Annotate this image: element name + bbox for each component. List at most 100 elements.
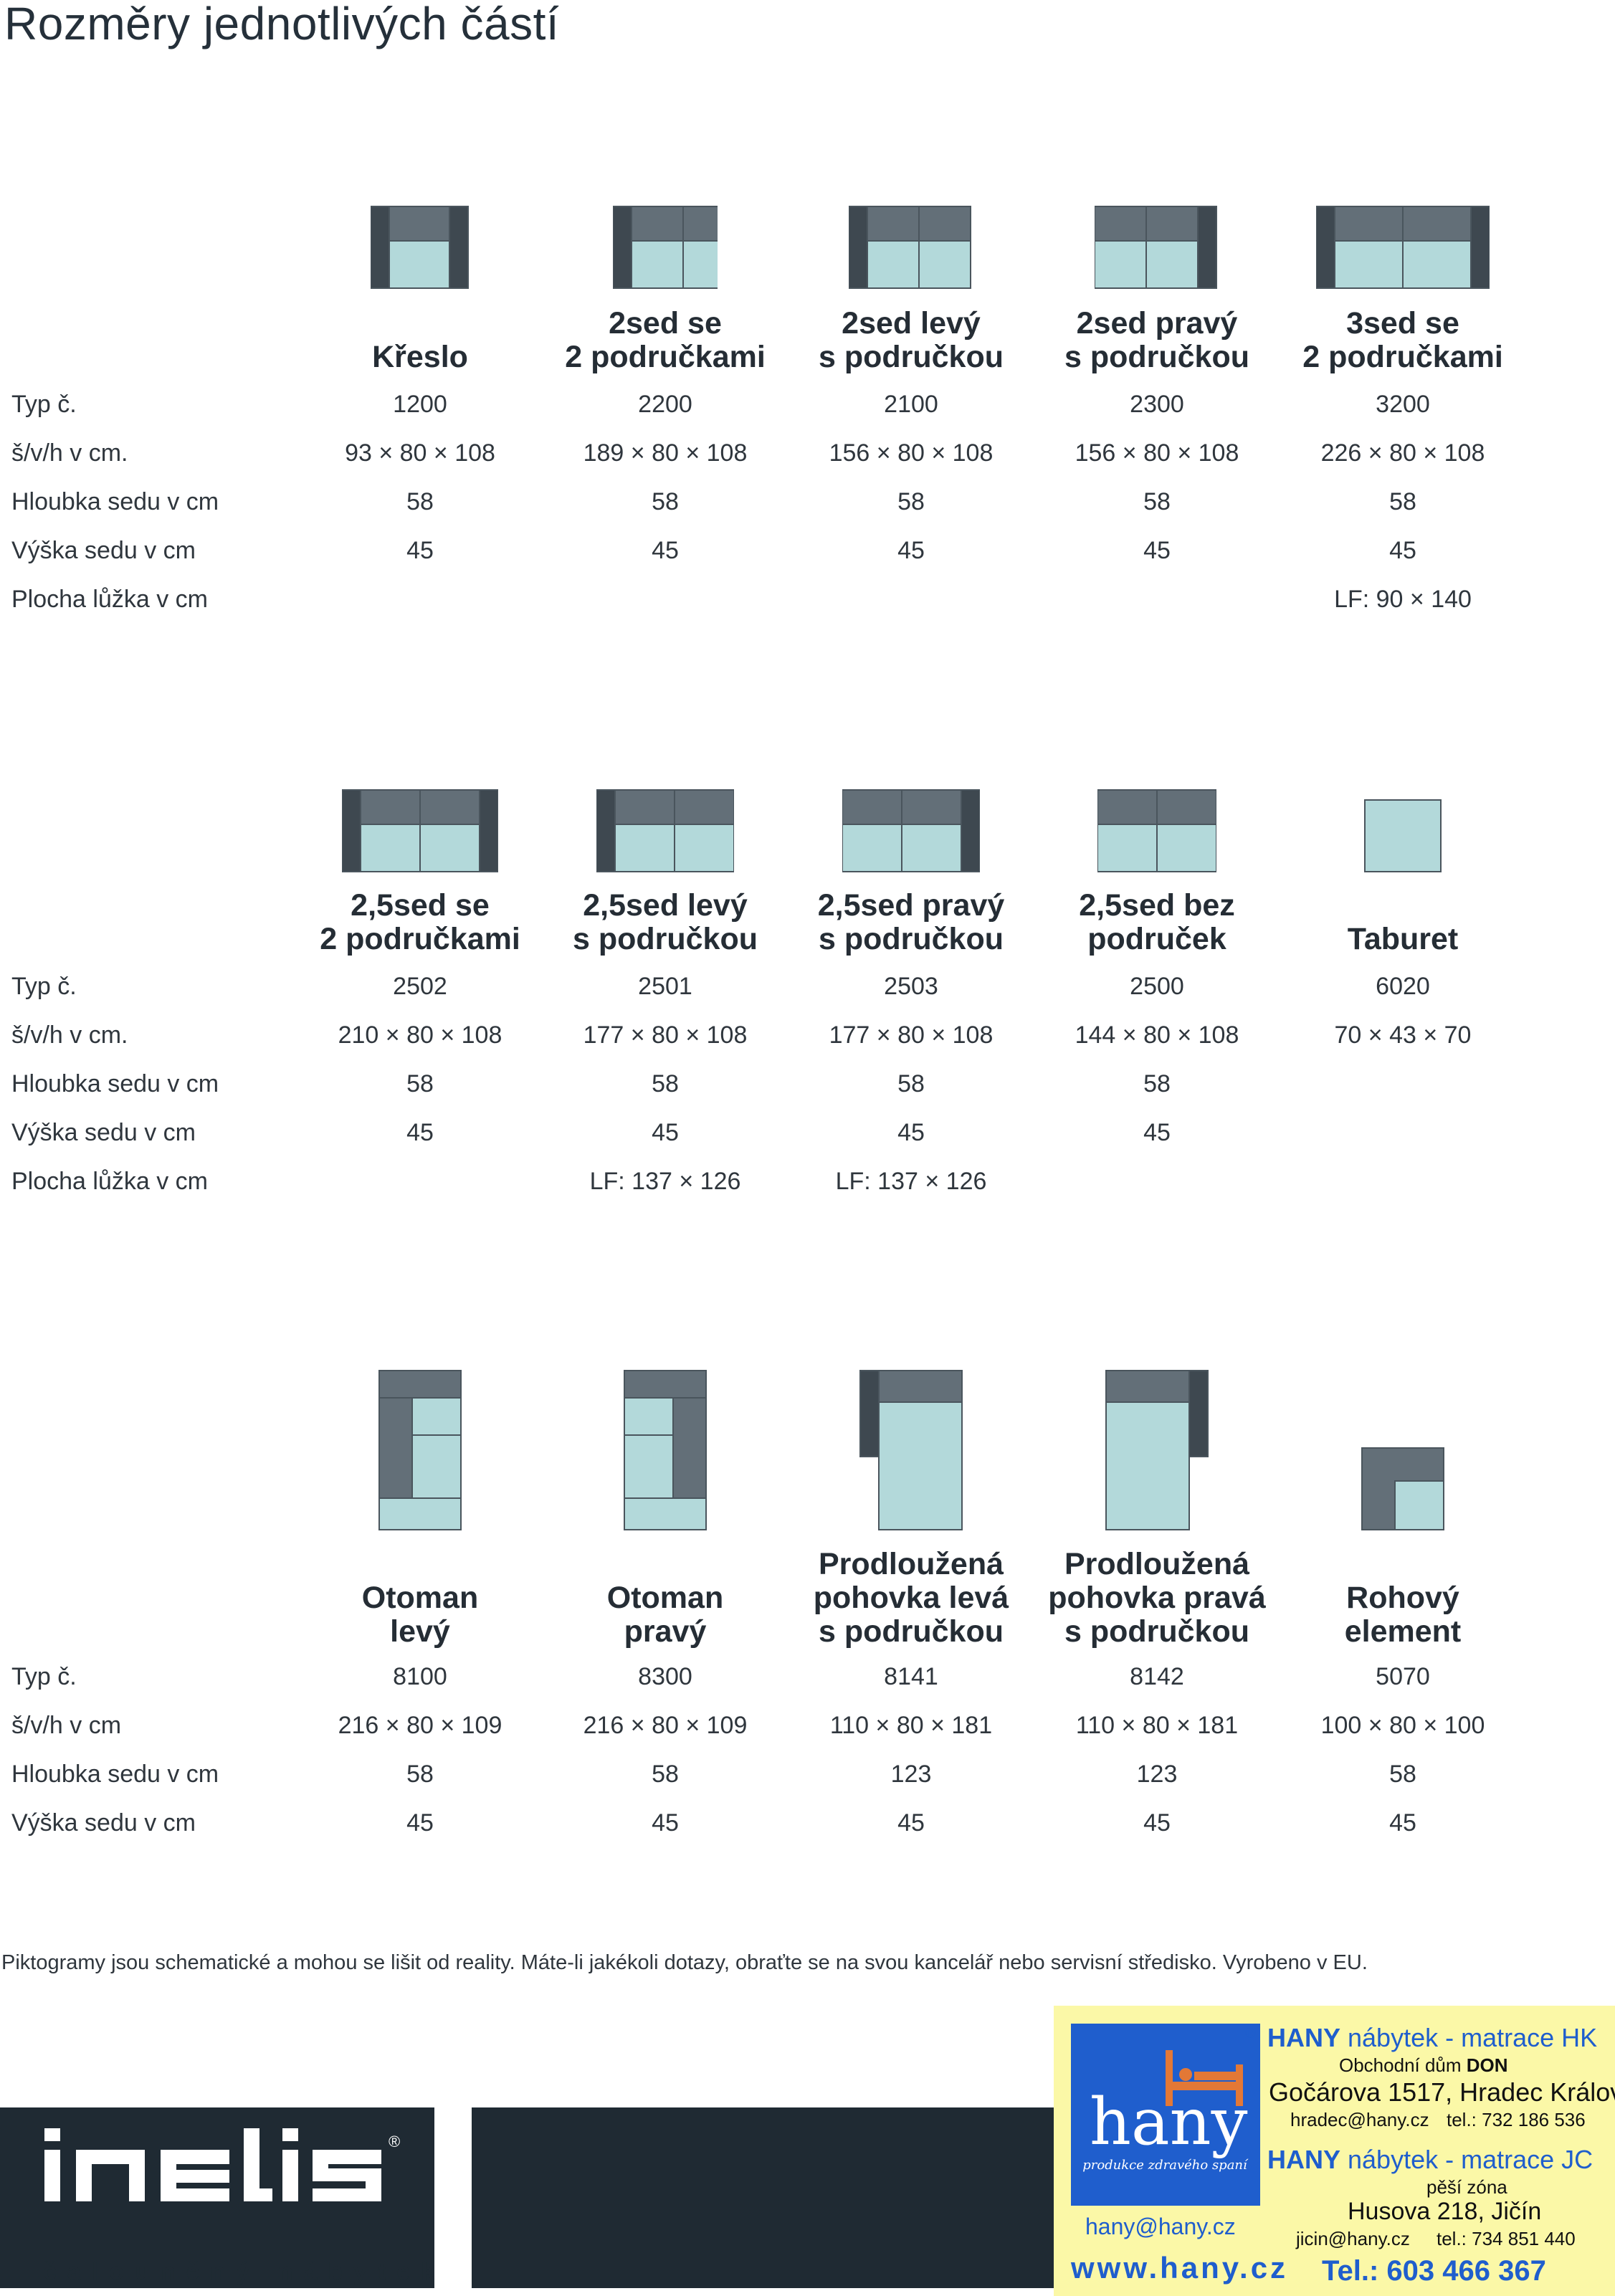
dealer-jc-title: HANY nábytek - matrace JC xyxy=(1267,2145,1593,2175)
spec-value: 45 xyxy=(897,537,925,564)
spec-value: 58 xyxy=(652,1070,679,1097)
dealer-hk-building-name: DON xyxy=(1466,2054,1508,2076)
spec-value: LF: 137 × 126 xyxy=(589,1168,741,1195)
product-name-line: 2,5sed pravý xyxy=(817,888,1005,923)
hany-logo-text: hany xyxy=(1090,2085,1248,2160)
dealer-hk-building: Obchodní dům DON xyxy=(1339,2054,1508,2077)
dealer-website[interactable]: www.hany.cz xyxy=(1071,2251,1289,2285)
spec-value: 93 × 80 × 108 xyxy=(345,439,495,467)
product-name-line: 2sed levý xyxy=(842,306,981,340)
spec-value: 45 xyxy=(652,1119,679,1146)
corner-element-icon xyxy=(1361,1447,1445,1531)
spec-value: 45 xyxy=(406,537,434,564)
product-name-line: s područkou xyxy=(1064,340,1250,374)
spec-row-label: š/v/h v cm xyxy=(11,1712,122,1739)
product-name-line: levý xyxy=(390,1614,450,1649)
spec-value: 58 xyxy=(652,488,679,515)
product-name: 2sed se 2 područkami xyxy=(536,307,794,374)
dealer-main-phone: Tel.: 603 466 367 xyxy=(1322,2255,1546,2287)
spec-value: 45 xyxy=(1143,1119,1171,1146)
dealer-hk-address: Gočárova 1517, Hradec Králové xyxy=(1269,2077,1615,2107)
product-name-line: Taburet xyxy=(1347,922,1459,956)
product-name: Rohový element xyxy=(1274,1548,1532,1649)
three-seat-two-armrests-icon xyxy=(1316,205,1490,290)
spec-value: 8141 xyxy=(884,1663,938,1690)
spec-row-label: Typ č. xyxy=(11,973,77,1000)
spec-value: 8100 xyxy=(393,1663,447,1690)
spec-row-label: Výška sedu v cm xyxy=(11,1809,196,1837)
spec-value: 216 × 80 × 109 xyxy=(583,1712,748,1739)
spec-value: 58 xyxy=(406,1070,434,1097)
spec-value: 8142 xyxy=(1130,1663,1184,1690)
spec-value: 58 xyxy=(897,1070,925,1097)
spec-value: 45 xyxy=(897,1119,925,1146)
dealer-jc-zone: pěší zóna xyxy=(1426,2176,1507,2198)
product-name-line: Křeslo xyxy=(372,340,468,374)
spec-value: 58 xyxy=(1143,1070,1171,1097)
product-name-line: s područkou xyxy=(818,340,1004,374)
dealer-hk-email[interactable]: hradec@hany.cz xyxy=(1290,2109,1429,2130)
product-name: 2sed pravý s područkou xyxy=(1028,307,1286,374)
dealer-jc-phone: tel.: 734 851 440 xyxy=(1437,2228,1576,2249)
footer-bar xyxy=(472,2107,1054,2288)
spec-row-label: Hloubka sedu v cm xyxy=(11,1070,219,1097)
spec-value: 216 × 80 × 109 xyxy=(338,1712,502,1739)
product-name-line: s područkou xyxy=(818,922,1004,956)
spec-value: 58 xyxy=(1389,488,1416,515)
dealer-hk-building-prefix: Obchodní dům xyxy=(1339,2054,1467,2076)
dealer-email[interactable]: hany@hany.cz xyxy=(1085,2214,1236,2239)
product-name-line xyxy=(291,1548,549,1581)
dealer-hk-phone: tel.: 732 186 536 xyxy=(1447,2109,1586,2130)
dealer-jc-address: Husova 218, Jičín xyxy=(1348,2198,1542,2225)
product-name-line xyxy=(536,1548,794,1581)
chaise-left-icon xyxy=(859,1369,963,1531)
spec-value: 110 × 80 × 181 xyxy=(1075,1712,1239,1739)
spec-value: 45 xyxy=(652,537,679,564)
spec-value: 45 xyxy=(1143,537,1171,564)
spec-value: 156 × 80 × 108 xyxy=(1075,439,1239,467)
inelis-registered-mark: ® xyxy=(389,2133,400,2150)
dealer-hk-title-text: nábytek - matrace HK xyxy=(1340,2023,1598,2052)
product-name-line: 3sed se xyxy=(1346,306,1459,340)
product-name-line: 2 područkami xyxy=(1302,340,1503,374)
spec-value: 189 × 80 × 108 xyxy=(583,439,748,467)
spec-value: 156 × 80 × 108 xyxy=(829,439,994,467)
spec-value: 177 × 80 × 108 xyxy=(829,1021,994,1049)
spec-value: 58 xyxy=(897,488,925,515)
spec-value: 58 xyxy=(652,1761,679,1788)
product-name-line: Prodloužená xyxy=(818,1547,1004,1581)
spec-value: 5070 xyxy=(1376,1663,1430,1690)
product-name: Taburet xyxy=(1274,889,1532,956)
spec-value: 58 xyxy=(406,488,434,515)
spec-value: 45 xyxy=(897,1809,925,1837)
dealer-hk-brand: HANY xyxy=(1267,2023,1341,2052)
product-name-line: s područkou xyxy=(818,1614,1004,1649)
spec-value: 45 xyxy=(1389,537,1416,564)
product-name-line: s područkou xyxy=(572,922,758,956)
two-seat-left-armrest-icon xyxy=(849,205,973,290)
page-title: Rozměry jednotlivých částí xyxy=(4,0,560,49)
chaise-right-icon xyxy=(1105,1369,1209,1531)
product-name-line: s područkou xyxy=(1064,1614,1250,1649)
spec-value: 2502 xyxy=(393,973,447,1000)
spec-value: 2503 xyxy=(884,973,938,1000)
spec-value: 2200 xyxy=(638,391,692,418)
product-name: Prodloužená pohovka pravá s područkou xyxy=(1028,1548,1286,1649)
spec-row-label: Výška sedu v cm xyxy=(11,537,196,564)
spec-value: 45 xyxy=(1389,1809,1416,1837)
dealer-hk-title: HANY nábytek - matrace HK xyxy=(1267,2023,1597,2053)
spec-row-label: Výška sedu v cm xyxy=(11,1119,196,1146)
dealer-jc-title-text: nábytek - matrace JC xyxy=(1340,2145,1593,2174)
product-name: 2,5sed levý s područkou xyxy=(536,889,794,956)
product-name-line: 2 područkami xyxy=(565,340,766,374)
product-name-line: 2 područkami xyxy=(320,922,520,956)
bed-icon xyxy=(1166,2050,1243,2106)
product-name-line: pohovka levá xyxy=(813,1581,1009,1615)
dealer-jc-email[interactable]: jicin@hany.cz xyxy=(1296,2228,1410,2249)
spec-row-label: Hloubka sedu v cm xyxy=(11,1761,219,1788)
product-name-line xyxy=(1274,1548,1532,1581)
product-name-line: 2sed pravý xyxy=(1076,306,1238,340)
spec-value: 2501 xyxy=(638,973,692,1000)
spec-row-label: Typ č. xyxy=(11,391,77,418)
product-name-line: područek xyxy=(1087,922,1226,956)
